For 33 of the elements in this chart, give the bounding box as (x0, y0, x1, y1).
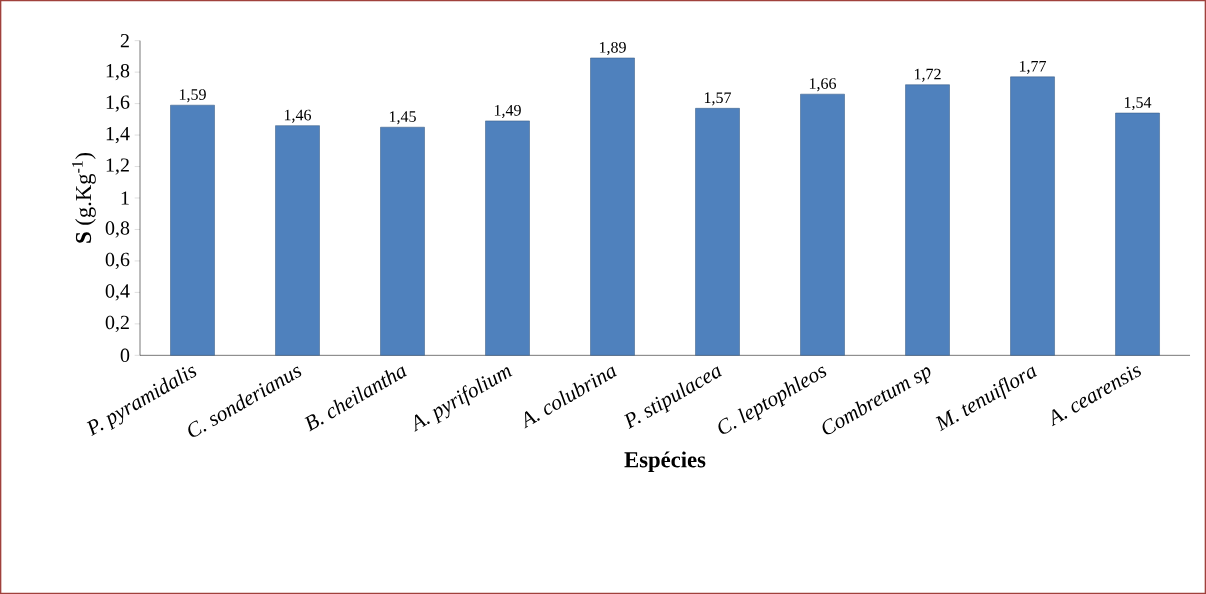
y-tick-label: 1 (121, 191, 129, 205)
bar (905, 84, 950, 356)
data-label: 1,49 (494, 104, 521, 118)
y-tick-label: 0,4 (105, 284, 130, 301)
bar (1010, 76, 1055, 356)
y-axis-title: S (g.Kg$^{-1}$) (72, 153, 96, 243)
data-label: 1,66 (809, 78, 837, 92)
bar (695, 108, 740, 356)
y-tick-label: 0,6 (105, 252, 130, 270)
data-label: 1,89 (599, 41, 626, 56)
x-axis-title: Espécies (624, 451, 706, 473)
data-label: 1,54 (1124, 97, 1152, 111)
bar (380, 126, 425, 356)
data-label: 1,77 (1019, 60, 1047, 74)
bar (1115, 112, 1160, 356)
data-label: 1,46 (284, 109, 312, 123)
bar (485, 120, 530, 356)
y-tick-label: 0 (120, 348, 130, 363)
data-label: 1,72 (914, 68, 941, 82)
y-tick-label: 1,6 (106, 95, 130, 112)
bar (275, 125, 320, 356)
y-tick-label: 0,2 (105, 315, 129, 333)
y-tick-label: 2 (120, 34, 129, 48)
y-tick-label: 1,4 (106, 126, 130, 144)
data-label: 1,45 (389, 111, 416, 125)
data-label: 1,59 (179, 89, 206, 103)
bar (170, 104, 215, 356)
bar (800, 93, 845, 356)
y-tick-label: 1,8 (106, 63, 130, 81)
data-label: 1,57 (704, 92, 732, 106)
y-tick-label: 1,2 (106, 158, 129, 175)
y-tick-label: 0,8 (105, 221, 130, 238)
bar (590, 57, 635, 356)
